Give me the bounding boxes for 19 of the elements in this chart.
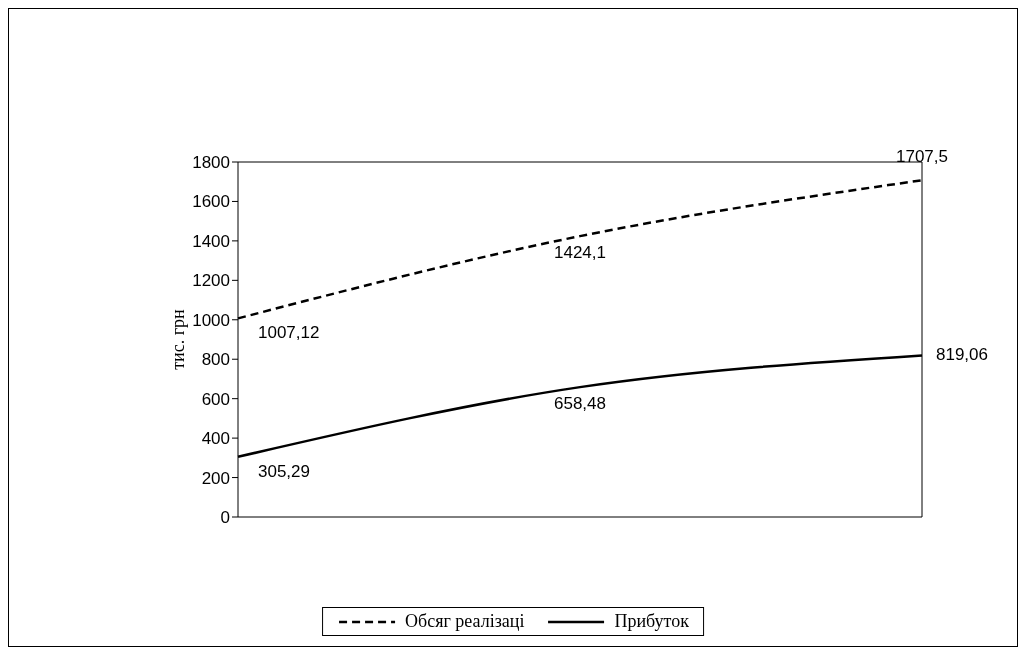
y-tick-label: 1200 (192, 271, 230, 291)
data-label: 819,06 (936, 345, 988, 365)
y-tick-label: 200 (201, 468, 230, 488)
y-tick-label: 1600 (192, 192, 230, 212)
y-tick-label: 1400 (192, 231, 230, 251)
y-tick-label: 400 (201, 429, 230, 449)
data-label: 658,48 (554, 394, 606, 414)
y-tick-label: 600 (201, 389, 230, 409)
y-tick-label: 1800 (192, 153, 230, 173)
legend-label: Обсяг реалізаці (405, 611, 525, 632)
y-tick-label: 800 (201, 350, 230, 370)
y-tick-label: 1000 (192, 310, 230, 330)
legend-label: Прибуток (614, 611, 689, 632)
data-label: 1707,5 (896, 147, 948, 167)
y-axis-title: тис. грн (168, 308, 189, 370)
y-tick-label: 0 (220, 508, 230, 528)
data-label: 305,29 (258, 461, 310, 481)
data-label: 1007,12 (258, 323, 320, 343)
data-label: 1424,1 (554, 243, 606, 263)
